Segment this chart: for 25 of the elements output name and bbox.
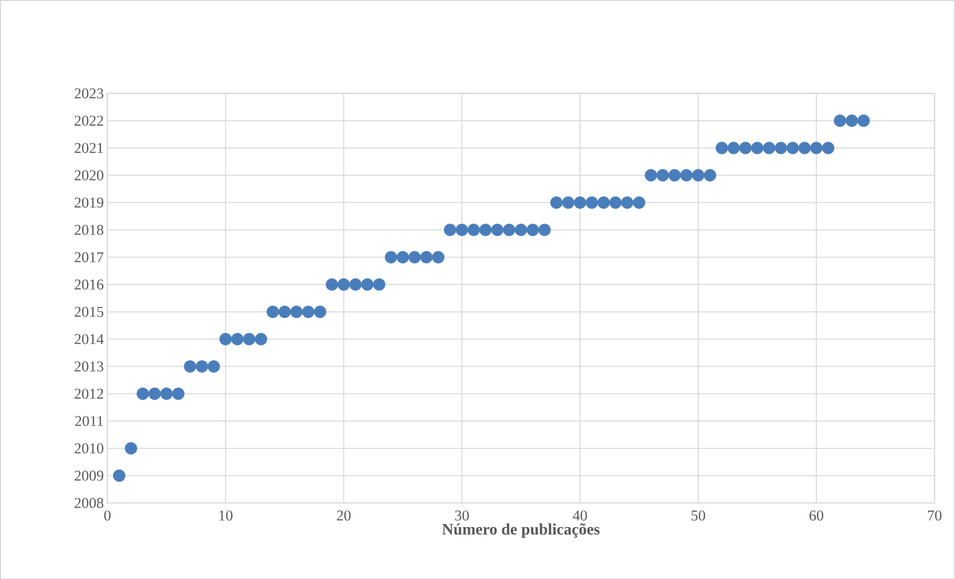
- y-tick-label: 2022: [74, 115, 104, 126]
- y-tick-label: 2017: [74, 252, 104, 262]
- x-tick-label: 60: [810, 510, 824, 520]
- y-tick-label: 2011: [75, 416, 103, 426]
- y-tick-label: 2010: [74, 443, 104, 454]
- y-tick-label: 2008: [74, 498, 104, 508]
- x-axis-title: Número de publicações: [442, 523, 600, 538]
- y-tick-label: 2013: [74, 361, 104, 372]
- x-tick-label: 40: [572, 510, 587, 520]
- y-tick-label: 2016: [74, 279, 104, 290]
- x-tick-label: 0: [104, 510, 111, 520]
- y-tick-label: 2023: [74, 88, 104, 98]
- y-tick-label: 2015: [74, 306, 104, 317]
- y-tick-label: 2019: [74, 197, 104, 208]
- y-tick-label: 2020: [74, 170, 104, 180]
- y-tick-label: 2021: [74, 142, 103, 153]
- y-tick-label: 2014: [74, 334, 104, 344]
- x-tick-label: 20: [336, 510, 351, 520]
- x-tick-label: 70: [928, 510, 942, 520]
- y-tick-label: 2012: [74, 388, 104, 399]
- x-tick-label: 30: [455, 510, 469, 520]
- x-tick-label: 10: [219, 510, 232, 520]
- x-tick-label: 50: [692, 510, 706, 520]
- y-tick-label: 2018: [74, 224, 104, 235]
- y-tick-label: 2009: [74, 470, 104, 480]
